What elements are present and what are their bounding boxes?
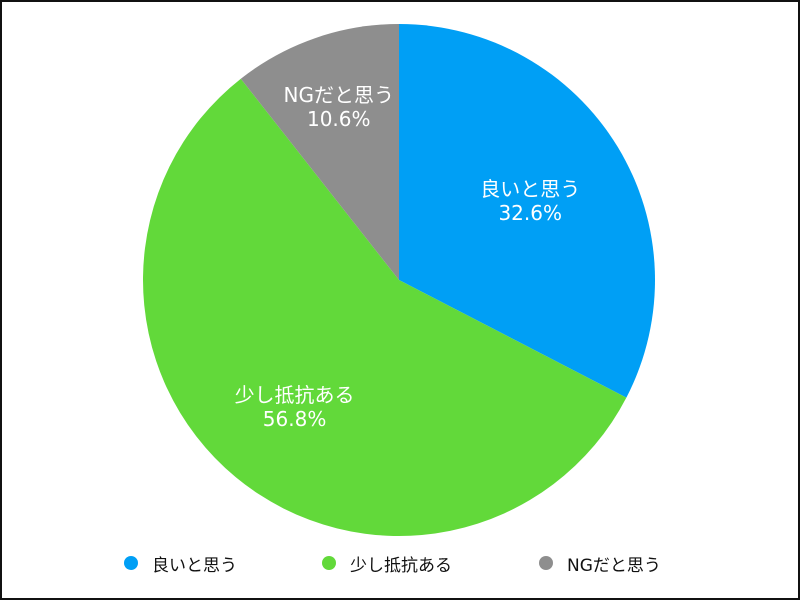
legend-label-ng: NGだと思う — [567, 555, 661, 576]
legend-item-resistant: 少し抵抗ある — [322, 550, 452, 576]
legend-item-ng: NGだと思う — [539, 550, 661, 576]
pie-slice-resistant — [142, 78, 627, 537]
legend: 良いと思う 少し抵抗ある NGだと思う — [2, 550, 800, 576]
legend-swatch-ng — [539, 556, 553, 570]
pie-slice-ng — [240, 24, 399, 280]
slice-label-resistant: 少し抵抗ある — [235, 383, 355, 407]
pie-slice-good — [399, 24, 655, 398]
pie-slices — [142, 24, 655, 537]
legend-label-resistant: 少し抵抗ある — [350, 555, 452, 576]
slice-value-resistant: 56.8% — [263, 407, 327, 431]
legend-label-good: 良いと思う — [152, 555, 237, 576]
slice-value-good: 32.6% — [498, 201, 562, 225]
slice-value-ng: 10.6% — [307, 107, 371, 131]
slice-label-ng: NGだと思う — [284, 83, 394, 107]
legend-swatch-resistant — [322, 556, 336, 570]
legend-swatch-good — [124, 556, 138, 570]
slice-label-good: 良いと思う — [480, 177, 580, 201]
legend-item-good: 良いと思う — [124, 550, 237, 576]
